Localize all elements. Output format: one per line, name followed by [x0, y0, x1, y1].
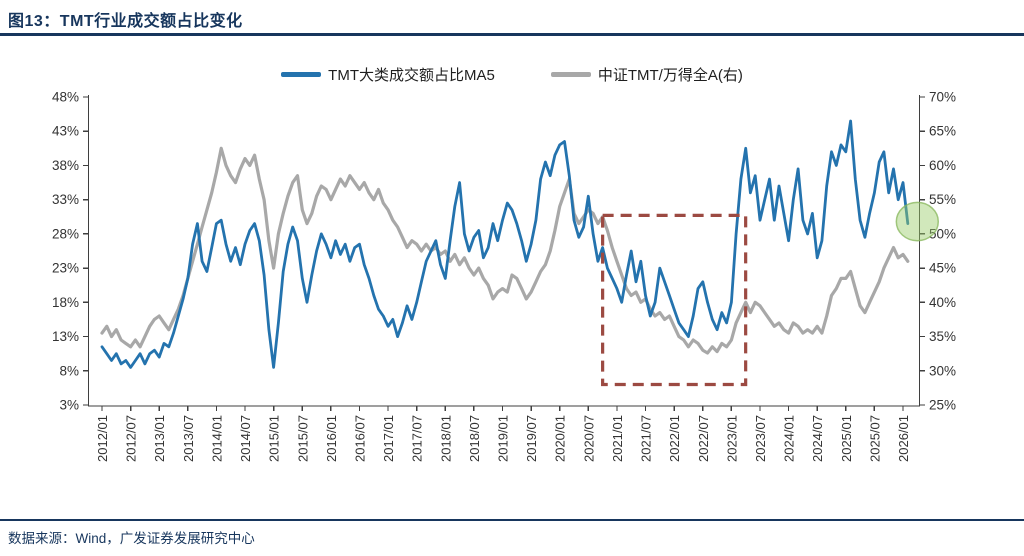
legend-item-zztmt-wande: 中证TMT/万得全A(右): [550, 64, 743, 85]
y-axis-right-tick-label: 40%: [929, 295, 956, 310]
x-axis-tick-label: 2017/01: [381, 415, 396, 462]
y-axis-right-tick-label: 70%: [929, 90, 956, 105]
x-axis-tick-label: 2016/01: [324, 415, 339, 462]
y-axis-right-tick-label: 65%: [929, 124, 956, 139]
x-axis-tick-label: 2026/01: [896, 415, 911, 462]
legend-label: 中证TMT/万得全A(右): [597, 67, 743, 84]
x-axis-tick-label: 2015/07: [295, 415, 310, 462]
x-axis-tick-label: 2013/01: [152, 415, 167, 462]
x-axis-tick-label: 2018/01: [438, 415, 453, 462]
y-axis-left-tick-label: 23%: [52, 261, 79, 276]
highlight-dashed-box: [601, 213, 748, 387]
legend-swatch-blue-line: [281, 72, 322, 77]
y-axis-left-tick-label: 18%: [52, 295, 79, 310]
x-axis-tick-label: 2023/07: [753, 415, 768, 462]
header-divider: [0, 33, 1024, 36]
series-zztmt-wande-line: [100, 146, 910, 355]
legend-swatch-gray-line: [550, 72, 591, 77]
y-axis-right-tick-label: 60%: [929, 158, 956, 173]
x-axis-tick-label: 2020/01: [553, 415, 568, 462]
y-axis-left-tick-label: 33%: [52, 192, 79, 207]
x-axis-tick-label: 2025/01: [839, 415, 854, 462]
y-axis-right-tick-label: 30%: [929, 363, 956, 378]
y-axis-left-tick-label: 38%: [52, 158, 79, 173]
x-axis-tick-label: 2012/07: [124, 415, 139, 462]
x-axis-tick-label: 2025/07: [867, 415, 882, 462]
x-axis-tick-label: 2024/01: [782, 415, 797, 462]
x-axis-tick-label: 2022/01: [667, 415, 682, 462]
legend-label: TMT大类成交额占比MA5: [328, 67, 495, 84]
y-axis-right-tick-label: 35%: [929, 329, 956, 344]
x-axis-tick-label: 2013/07: [181, 415, 196, 462]
x-axis-tick-label: 2012/01: [95, 415, 110, 462]
legend-item-tmt-ma5: TMT大类成交额占比MA5: [281, 64, 495, 85]
x-axis-tick-label: 2019/01: [496, 415, 511, 462]
highlight-ellipse: [895, 201, 940, 242]
y-axis-left-tick-label: 13%: [52, 329, 79, 344]
y-axis-left-tick-label: 8%: [59, 363, 79, 378]
y-axis-left-tick-label: 48%: [52, 90, 79, 105]
chart-legend: TMT大类成交额占比MA5 中证TMT/万得全A(右): [0, 64, 1024, 85]
x-axis-tick-label: 2021/01: [610, 415, 625, 462]
y-axis-left-tick-label: 3%: [59, 398, 79, 413]
x-axis-tick-label: 2024/07: [810, 415, 825, 462]
y-axis-right-tick-label: 25%: [929, 398, 956, 413]
footer-divider: [0, 519, 1024, 521]
data-source-note: 数据来源：Wind，广发证券发展研究中心: [8, 531, 255, 546]
y-axis-left-tick-label: 28%: [52, 226, 79, 241]
x-axis-tick-label: 2014/01: [209, 415, 224, 462]
x-axis-tick-label: 2017/07: [410, 415, 425, 462]
x-axis-tick-label: 2019/07: [524, 415, 539, 462]
x-axis-tick-label: 2014/07: [238, 415, 253, 462]
x-axis-tick-label: 2016/07: [352, 415, 367, 462]
x-axis-tick-label: 2015/01: [267, 415, 282, 462]
y-axis-right-tick-label: 55%: [929, 192, 956, 207]
y-axis-right-tick-label: 45%: [929, 261, 956, 276]
y-axis-left-tick-label: 43%: [52, 124, 79, 139]
x-axis-tick-label: 2018/07: [467, 415, 482, 462]
x-axis-tick-label: 2023/01: [724, 415, 739, 462]
x-axis-tick-label: 2022/07: [696, 415, 711, 462]
x-axis-tick-label: 2021/07: [639, 415, 654, 462]
figure-title: 图13：TMT行业成交额占比变化: [8, 13, 243, 30]
x-axis-tick-label: 2020/07: [581, 415, 596, 462]
series-tmt-ma5-line: [100, 119, 910, 369]
